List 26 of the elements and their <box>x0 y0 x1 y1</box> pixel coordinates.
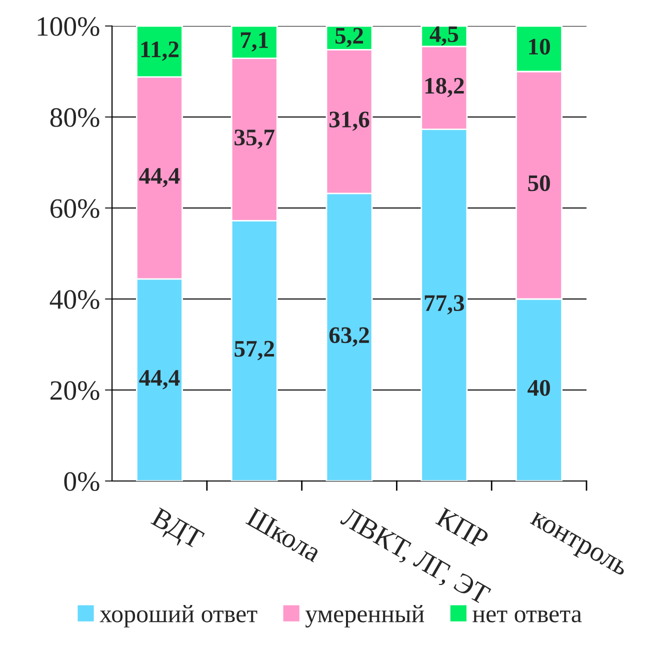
data-label: 11,2 <box>141 42 178 61</box>
y-tick-label: 60% <box>50 199 100 218</box>
y-tick-label: 100% <box>38 17 100 36</box>
y-tick-label: 80% <box>50 108 100 127</box>
y-tick-label: 20% <box>50 381 100 400</box>
legend-label: нет ответа <box>472 610 582 622</box>
data-label: 31,6 <box>330 112 370 131</box>
data-label: 50 <box>528 175 550 192</box>
data-label: 57,2 <box>234 340 274 360</box>
data-label: 10 <box>529 38 550 55</box>
x-tick-label: ВДТ <box>148 507 205 554</box>
y-tick-label: 40% <box>50 290 100 309</box>
data-label: 44,4 <box>139 370 180 390</box>
legend-label: хороший ответ <box>100 604 258 628</box>
legend-label: умеренный <box>305 604 424 628</box>
data-label: 18,2 <box>425 78 464 98</box>
y-tick-label: 0% <box>64 472 100 491</box>
data-label: 4,5 <box>430 26 458 46</box>
data-label: 35,7 <box>234 130 274 149</box>
data-label: 44,4 <box>139 168 180 188</box>
data-label: 5,2 <box>335 28 364 48</box>
x-tick-label: КПР <box>435 507 490 550</box>
data-label: 40 <box>528 380 550 396</box>
data-label: 7,1 <box>240 32 268 52</box>
data-label: 63,2 <box>329 327 369 347</box>
data-label: 77,3 <box>424 295 464 314</box>
